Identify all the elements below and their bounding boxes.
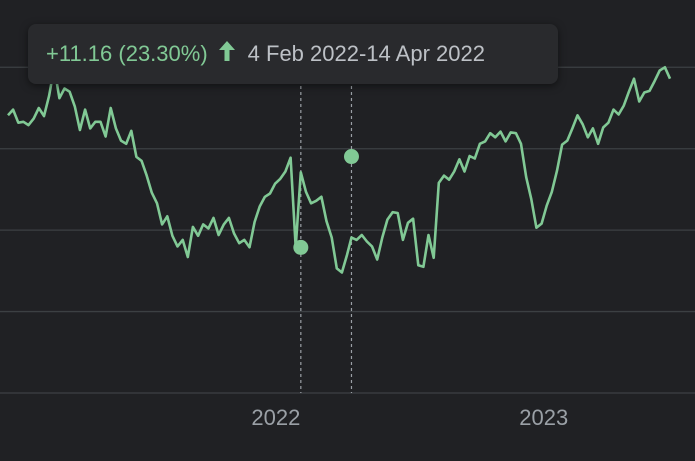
selection-start-point[interactable] xyxy=(293,239,309,255)
grid-lines xyxy=(0,66,695,394)
date-range: 4 Feb 2022-14 Apr 2022 xyxy=(247,41,485,66)
x-tick-label-2022: 2022 xyxy=(251,405,301,430)
range-tooltip: +11.16 (23.30%) 4 Feb 2022-14 Apr 2022 xyxy=(28,24,558,84)
selection-end-point[interactable] xyxy=(343,149,359,165)
x-tick-label-2023: 2023 xyxy=(519,405,569,430)
series-line xyxy=(7,66,672,274)
selection-markers xyxy=(300,86,353,393)
selection-points[interactable] xyxy=(293,149,359,255)
price-series xyxy=(7,66,672,274)
arrow-up-icon xyxy=(218,40,236,68)
change-value: +11.16 (23.30%) xyxy=(46,41,208,66)
